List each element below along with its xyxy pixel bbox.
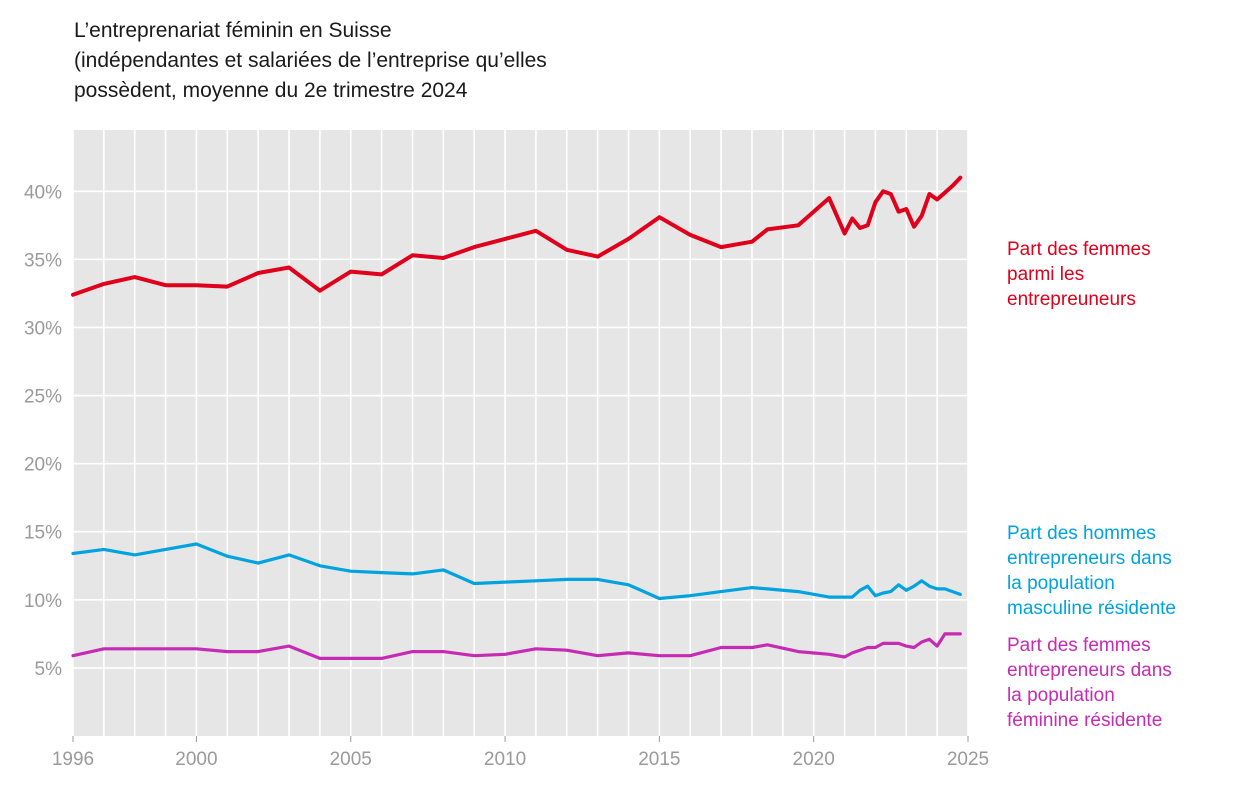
series-label-line: la population [1007, 573, 1115, 594]
series-line-women-entrepreneurs-population [71, 632, 962, 661]
series-label-line: la population [1007, 685, 1115, 706]
chart-title-line-3: possèdent, moyenne du 2e trimestre 2024 [74, 79, 468, 102]
x-tick-label: 2005 [330, 749, 372, 770]
chart-title-line-1: L’entreprenariat féminin en Suisse [74, 19, 392, 42]
series-label-men-entrepreneurs-population: Part des hommes entrepreneurs dans la po… [1007, 521, 1176, 621]
x-tick-label: 2025 [947, 749, 989, 770]
x-tick-label: 2020 [793, 749, 835, 770]
plot-background [73, 130, 968, 736]
series-label-line: Part des femmes [1007, 239, 1151, 260]
series-label-line: féminine résidente [1007, 710, 1163, 731]
series-label-line: entrepreuneurs [1007, 289, 1136, 310]
series-label-women-entrepreneurs-population: Part des femmes entrepreneurs dans la po… [1007, 633, 1172, 733]
series-label-women-share-entrepreneurs: Part des femmes parmi les entrepreuneurs [1007, 237, 1151, 312]
y-tick-label: 20% [24, 455, 62, 476]
x-tick-label: 1996 [52, 749, 94, 770]
chart-title-line-2: (indépendantes et salariées de l’entrepr… [74, 49, 547, 72]
series-label-line: Part des hommes [1007, 523, 1156, 544]
y-tick-label: 15% [24, 523, 62, 544]
y-tick-label: 25% [24, 387, 62, 408]
series-label-line: parmi les [1007, 264, 1085, 285]
series-label-line: entrepreneurs dans [1007, 660, 1172, 681]
y-tick-label: 10% [24, 591, 62, 612]
y-tick-label: 5% [35, 659, 63, 680]
series-line-women-share-entrepreneurs [71, 175, 963, 297]
y-tick-label: 35% [24, 250, 62, 271]
chart-title: L’entreprenariat féminin en Suisse (indé… [74, 16, 547, 106]
y-tick-label: 30% [24, 318, 62, 339]
x-tick-label: 2010 [484, 749, 526, 770]
x-tick-label: 2000 [175, 749, 217, 770]
series-label-line: masculine résidente [1007, 598, 1176, 619]
series-label-line: entrepreneurs dans [1007, 548, 1172, 569]
x-tick-label: 2015 [638, 749, 680, 770]
y-tick-label: 40% [24, 182, 62, 203]
series-line-men-entrepreneurs-population [71, 542, 962, 601]
series-label-line: Part des femmes [1007, 635, 1151, 656]
